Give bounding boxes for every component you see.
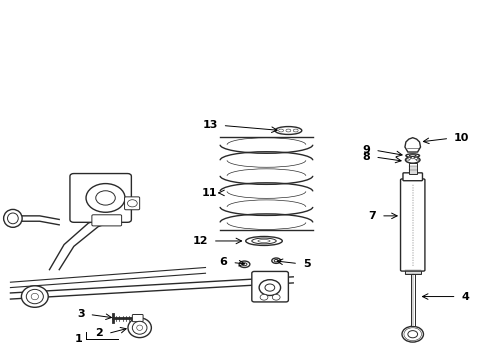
Circle shape — [260, 294, 267, 300]
Circle shape — [401, 326, 423, 342]
Ellipse shape — [137, 325, 142, 330]
Text: 10: 10 — [453, 134, 468, 143]
Ellipse shape — [21, 286, 48, 307]
FancyBboxPatch shape — [410, 274, 414, 326]
Circle shape — [259, 280, 280, 296]
Text: 5: 5 — [303, 258, 310, 269]
Text: 7: 7 — [367, 211, 375, 221]
Text: 2: 2 — [95, 328, 103, 338]
Text: 6: 6 — [219, 257, 227, 267]
Ellipse shape — [278, 129, 283, 132]
Ellipse shape — [251, 238, 276, 244]
Text: 8: 8 — [362, 152, 369, 162]
Text: 4: 4 — [461, 292, 468, 302]
Circle shape — [86, 184, 125, 212]
Circle shape — [407, 157, 410, 159]
Ellipse shape — [271, 258, 280, 264]
Text: 13: 13 — [202, 121, 217, 130]
Ellipse shape — [285, 129, 290, 132]
FancyBboxPatch shape — [92, 215, 122, 226]
Ellipse shape — [128, 318, 151, 338]
FancyBboxPatch shape — [404, 270, 420, 274]
FancyBboxPatch shape — [400, 179, 424, 271]
Ellipse shape — [31, 293, 39, 300]
Ellipse shape — [245, 237, 282, 246]
Circle shape — [415, 159, 418, 161]
Ellipse shape — [274, 127, 301, 134]
Circle shape — [407, 330, 417, 338]
FancyBboxPatch shape — [70, 174, 131, 222]
Text: 11: 11 — [202, 188, 217, 198]
Ellipse shape — [408, 155, 415, 157]
Circle shape — [127, 200, 137, 207]
Polygon shape — [404, 138, 420, 152]
Text: 1: 1 — [75, 333, 82, 343]
FancyBboxPatch shape — [251, 271, 288, 302]
Text: 12: 12 — [192, 236, 207, 246]
Circle shape — [410, 157, 413, 159]
Ellipse shape — [7, 213, 18, 224]
Ellipse shape — [239, 261, 249, 267]
Ellipse shape — [405, 157, 419, 163]
Ellipse shape — [274, 260, 278, 262]
Text: 9: 9 — [362, 145, 369, 155]
Circle shape — [414, 157, 417, 159]
Circle shape — [406, 159, 408, 161]
Ellipse shape — [26, 289, 43, 304]
FancyBboxPatch shape — [124, 197, 140, 210]
Ellipse shape — [405, 154, 419, 157]
Circle shape — [96, 191, 115, 205]
Text: 3: 3 — [77, 310, 84, 319]
FancyBboxPatch shape — [132, 315, 143, 321]
FancyBboxPatch shape — [408, 163, 416, 174]
Ellipse shape — [132, 321, 147, 334]
Ellipse shape — [293, 129, 298, 132]
Circle shape — [272, 294, 280, 300]
Circle shape — [264, 284, 274, 291]
Ellipse shape — [3, 210, 22, 227]
FancyBboxPatch shape — [402, 173, 422, 181]
Ellipse shape — [257, 239, 269, 242]
Ellipse shape — [242, 263, 246, 266]
